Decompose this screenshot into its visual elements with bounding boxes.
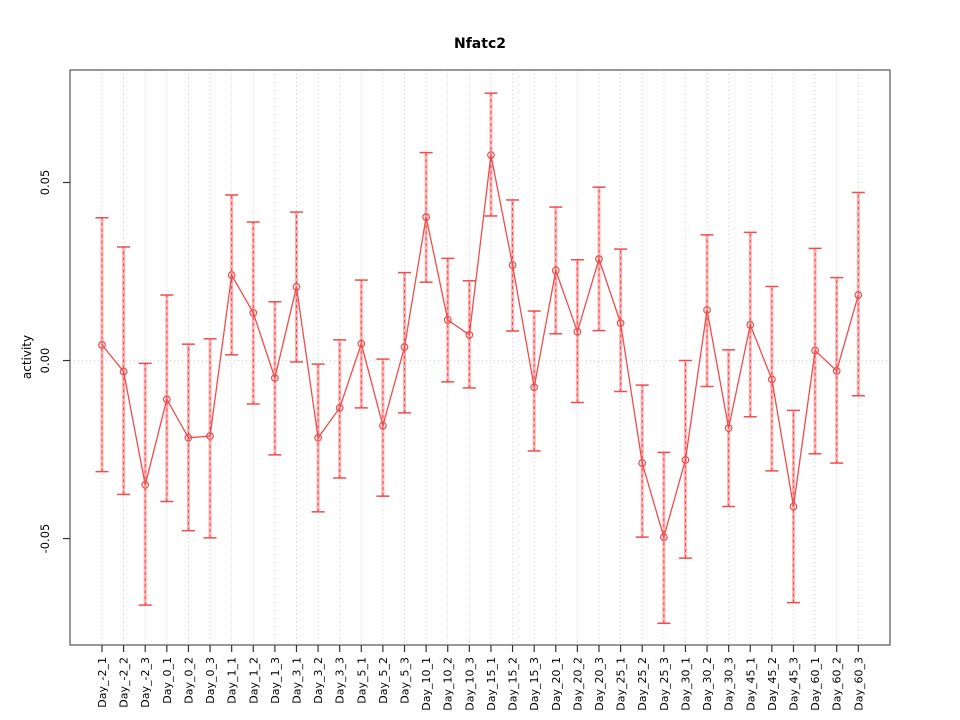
x-tick-label: Day_30_3 [723,657,736,711]
data-point [681,455,690,464]
data-point [573,327,582,336]
data-point [530,383,539,392]
x-tick-label: Day_10_2 [442,657,455,711]
x-tick-label: Day_15_3 [528,657,541,711]
plot-border [69,69,891,646]
data-point [422,213,431,221]
data-point [400,343,409,351]
chart-title: Nfatc2 [454,36,506,52]
x-tick-label: Day_-2_1 [96,657,109,708]
x-tick-label: Day_1_3 [269,657,282,704]
data-point [551,266,560,275]
data-point [595,255,603,263]
data-point [811,346,819,355]
x-tick-label: Day_3_3 [334,657,347,704]
x-tick-label: Day_60_3 [852,657,865,711]
data-point [357,339,366,348]
x-tick-label: Day_60_1 [809,657,822,711]
data-point [508,261,517,270]
x-tick-label: Day_45_3 [787,657,800,711]
data-point [465,330,474,339]
x-tick-label: Day_45_2 [766,657,779,711]
data-point [292,282,301,291]
data-point [487,151,495,159]
y-tick-label: 0.05 [38,170,52,196]
x-tick-label: Day_30_1 [679,657,692,711]
data-point [443,316,452,324]
data-point [98,340,106,349]
data-point [616,319,625,328]
x-tick-label: Day_30_2 [701,657,714,711]
x-tick-label: Day_20_1 [550,657,563,711]
data-point [314,433,322,442]
data-point [659,533,668,542]
data-point [379,421,387,430]
series-line [101,154,859,540]
x-tick-label: Day_1_2 [247,657,260,704]
x-tick-label: Day_20_3 [593,657,606,711]
data-point [703,306,711,314]
x-tick-label: Day_10_3 [463,657,476,711]
x-tick-label: Day_25_2 [636,657,649,711]
data-point [206,432,214,440]
x-tick-label: Day_5_1 [355,657,368,704]
data-point [141,480,150,489]
x-tick-label: Day_15_1 [485,657,498,711]
data-point [227,271,236,279]
data-point [854,291,863,299]
data-point [789,502,798,511]
data-point [162,395,171,404]
x-tick-label: Day_0_3 [204,657,217,704]
data-point [724,424,733,433]
x-tick-label: Day_20_2 [571,657,584,711]
x-tick-label: Day_0_2 [182,657,195,704]
x-tick-label: Day_5_3 [399,657,412,704]
data-point [767,375,776,384]
data-point [119,367,128,376]
y-axis-label: activity [20,334,34,380]
x-tick-label: Day_3_2 [312,657,325,704]
x-tick-label: Day_15_2 [507,657,520,711]
x-tick-label: Day_-2_3 [139,657,152,708]
x-tick-label: Day_10_1 [420,657,433,711]
x-tick-label: Day_25_1 [615,657,628,711]
data-point [832,366,841,375]
data-point [638,459,647,467]
data-point [746,321,755,329]
x-tick-label: Day_45_1 [744,657,757,711]
x-tick-label: Day_25_3 [658,657,671,711]
data-point [184,433,193,442]
data-point [270,374,279,382]
x-tick-label: Day_60_2 [831,657,844,711]
x-tick-label: Day_5_2 [377,657,390,704]
x-tick-label: Day_-2_2 [118,657,131,708]
y-tick-label: -0.05 [38,524,52,554]
x-tick-label: Day_1_1 [226,657,239,704]
data-point [335,403,344,412]
y-tick-label: 0.00 [38,348,52,374]
x-tick-label: Day_0_1 [161,657,174,704]
x-tick-label: Day_3_1 [290,657,303,704]
data-point [249,308,258,317]
